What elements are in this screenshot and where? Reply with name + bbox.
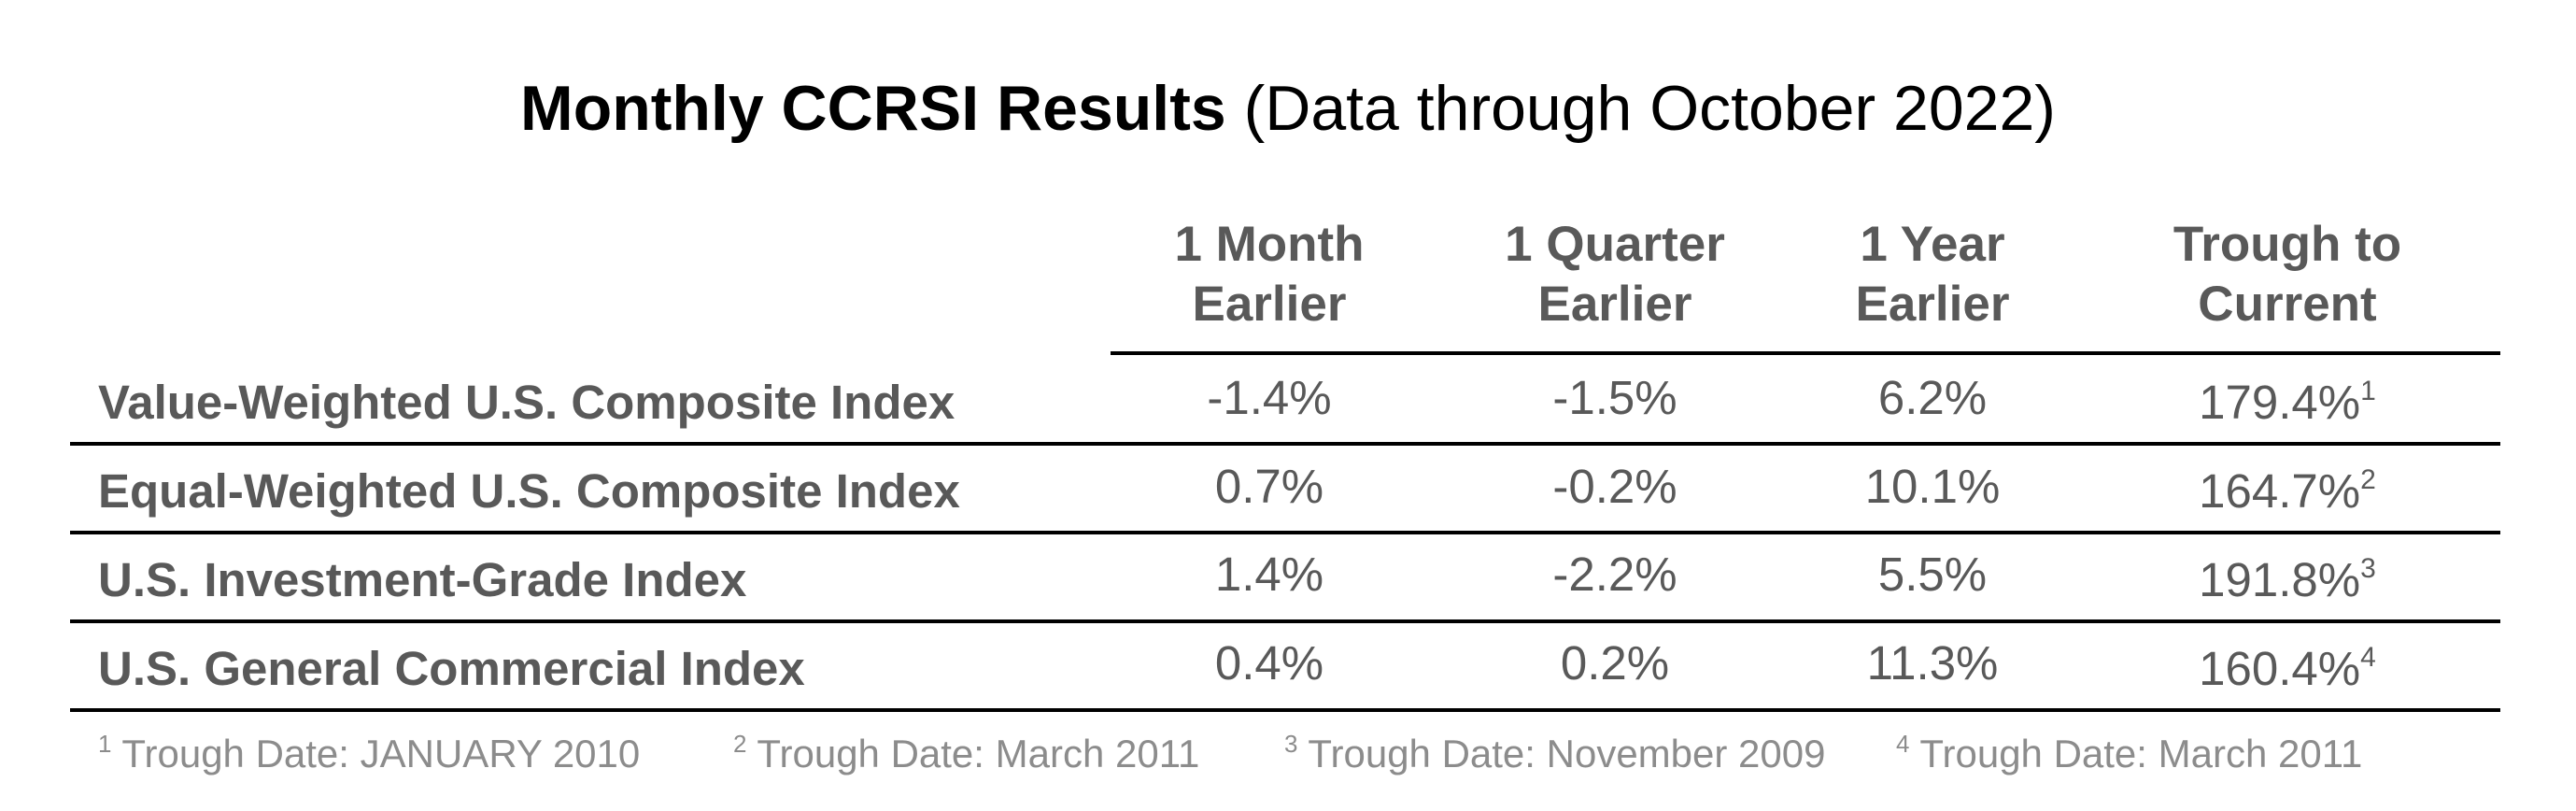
column-header-line: Earlier <box>1537 277 1692 332</box>
column-header-line: Current <box>2198 277 2377 332</box>
cell-equal-weighted-1-quarter: -0.2% <box>1552 460 1677 513</box>
column-header-line: Earlier <box>1855 277 2010 332</box>
cell-general-commercial-trough: 160.4%4 <box>2091 642 2484 695</box>
footnote-text: Trough Date: November 2009 <box>1308 732 1826 775</box>
footnote-mark: 2 <box>2360 464 2376 495</box>
cell-investment-grade-trough: 191.8%3 <box>2091 553 2484 606</box>
cell-general-commercial-1-month: 0.4% <box>1214 636 1324 690</box>
column-header-line: 1 Month <box>1174 217 1365 272</box>
row-label-equal-weighted: Equal-Weighted U.S. Composite Index <box>98 464 960 518</box>
footnote-1: 1 Trough Date: JANUARY 2010 <box>98 732 641 775</box>
cell-value: 164.7% <box>2199 464 2361 518</box>
column-header-line: 1 Quarter <box>1505 217 1725 272</box>
cell-equal-weighted-1-month: 0.7% <box>1214 460 1324 513</box>
footnote-2: 2 Trough Date: March 2011 <box>733 732 1200 775</box>
footnote-mark: 2 <box>733 730 747 758</box>
cell-investment-grade-1-quarter: -2.2% <box>1552 548 1677 601</box>
header-divider <box>1111 351 2500 355</box>
cell-value: 160.4% <box>2199 642 2361 695</box>
cell-value-weighted-1-month: -1.4% <box>1207 371 1332 424</box>
cell-general-commercial-1-year: 11.3% <box>1866 636 1999 690</box>
footnote-text: Trough Date: March 2011 <box>757 732 1200 775</box>
table-title: Monthly CCRSI Results (Data through Octo… <box>0 77 2576 140</box>
cell-investment-grade-1-month: 1.4% <box>1214 548 1324 601</box>
footnote-mark: 1 <box>2360 376 2376 406</box>
footnote-mark: 4 <box>2360 642 2376 673</box>
row-label-value-weighted: Value-Weighted U.S. Composite Index <box>98 376 955 429</box>
footnote-text: Trough Date: March 2011 <box>1919 732 2363 775</box>
row-divider <box>70 442 2500 446</box>
footnote-3: 3 Trough Date: November 2009 <box>1284 732 1826 775</box>
footnote-4: 4 Trough Date: March 2011 <box>1896 732 2363 775</box>
column-header-trough-to-current: Trough to Current <box>2091 215 2484 334</box>
column-header-1-year: 1 Year Earlier <box>1783 215 2082 334</box>
cell-general-commercial-1-quarter: 0.2% <box>1560 636 1670 690</box>
column-header-line: Trough to <box>2173 217 2402 272</box>
footnote-mark: 3 <box>2360 553 2376 584</box>
cell-value-weighted-1-year: 6.2% <box>1877 371 1988 424</box>
row-label-investment-grade: U.S. Investment-Grade Index <box>98 553 747 606</box>
footnote-mark: 4 <box>1896 730 1910 758</box>
cell-equal-weighted-trough: 164.7%2 <box>2091 464 2484 518</box>
footnote-text: Trough Date: JANUARY 2010 <box>121 732 641 775</box>
cell-value-weighted-trough: 179.4%1 <box>2091 376 2484 429</box>
cell-value-weighted-1-quarter: -1.5% <box>1552 371 1677 424</box>
cell-investment-grade-1-year: 5.5% <box>1877 548 1988 601</box>
title-subtitle: (Data through October 2022) <box>1243 73 2056 144</box>
column-header-1-month: 1 Month Earlier <box>1111 215 1428 334</box>
row-divider <box>70 531 2500 534</box>
footnote-mark: 3 <box>1284 730 1298 758</box>
footnote-mark: 1 <box>98 730 112 758</box>
column-header-line: 1 Year <box>1860 217 2005 272</box>
row-label-general-commercial: U.S. General Commercial Index <box>98 642 805 695</box>
cell-equal-weighted-1-year: 10.1% <box>1864 460 2001 513</box>
cell-value: 191.8% <box>2199 553 2361 606</box>
title-main: Monthly CCRSI Results <box>520 73 1226 144</box>
column-header-1-quarter: 1 Quarter Earlier <box>1456 215 1774 334</box>
row-divider <box>70 619 2500 623</box>
cell-value: 179.4% <box>2199 376 2361 429</box>
column-header-line: Earlier <box>1192 277 1347 332</box>
table-bottom-divider <box>70 708 2500 712</box>
